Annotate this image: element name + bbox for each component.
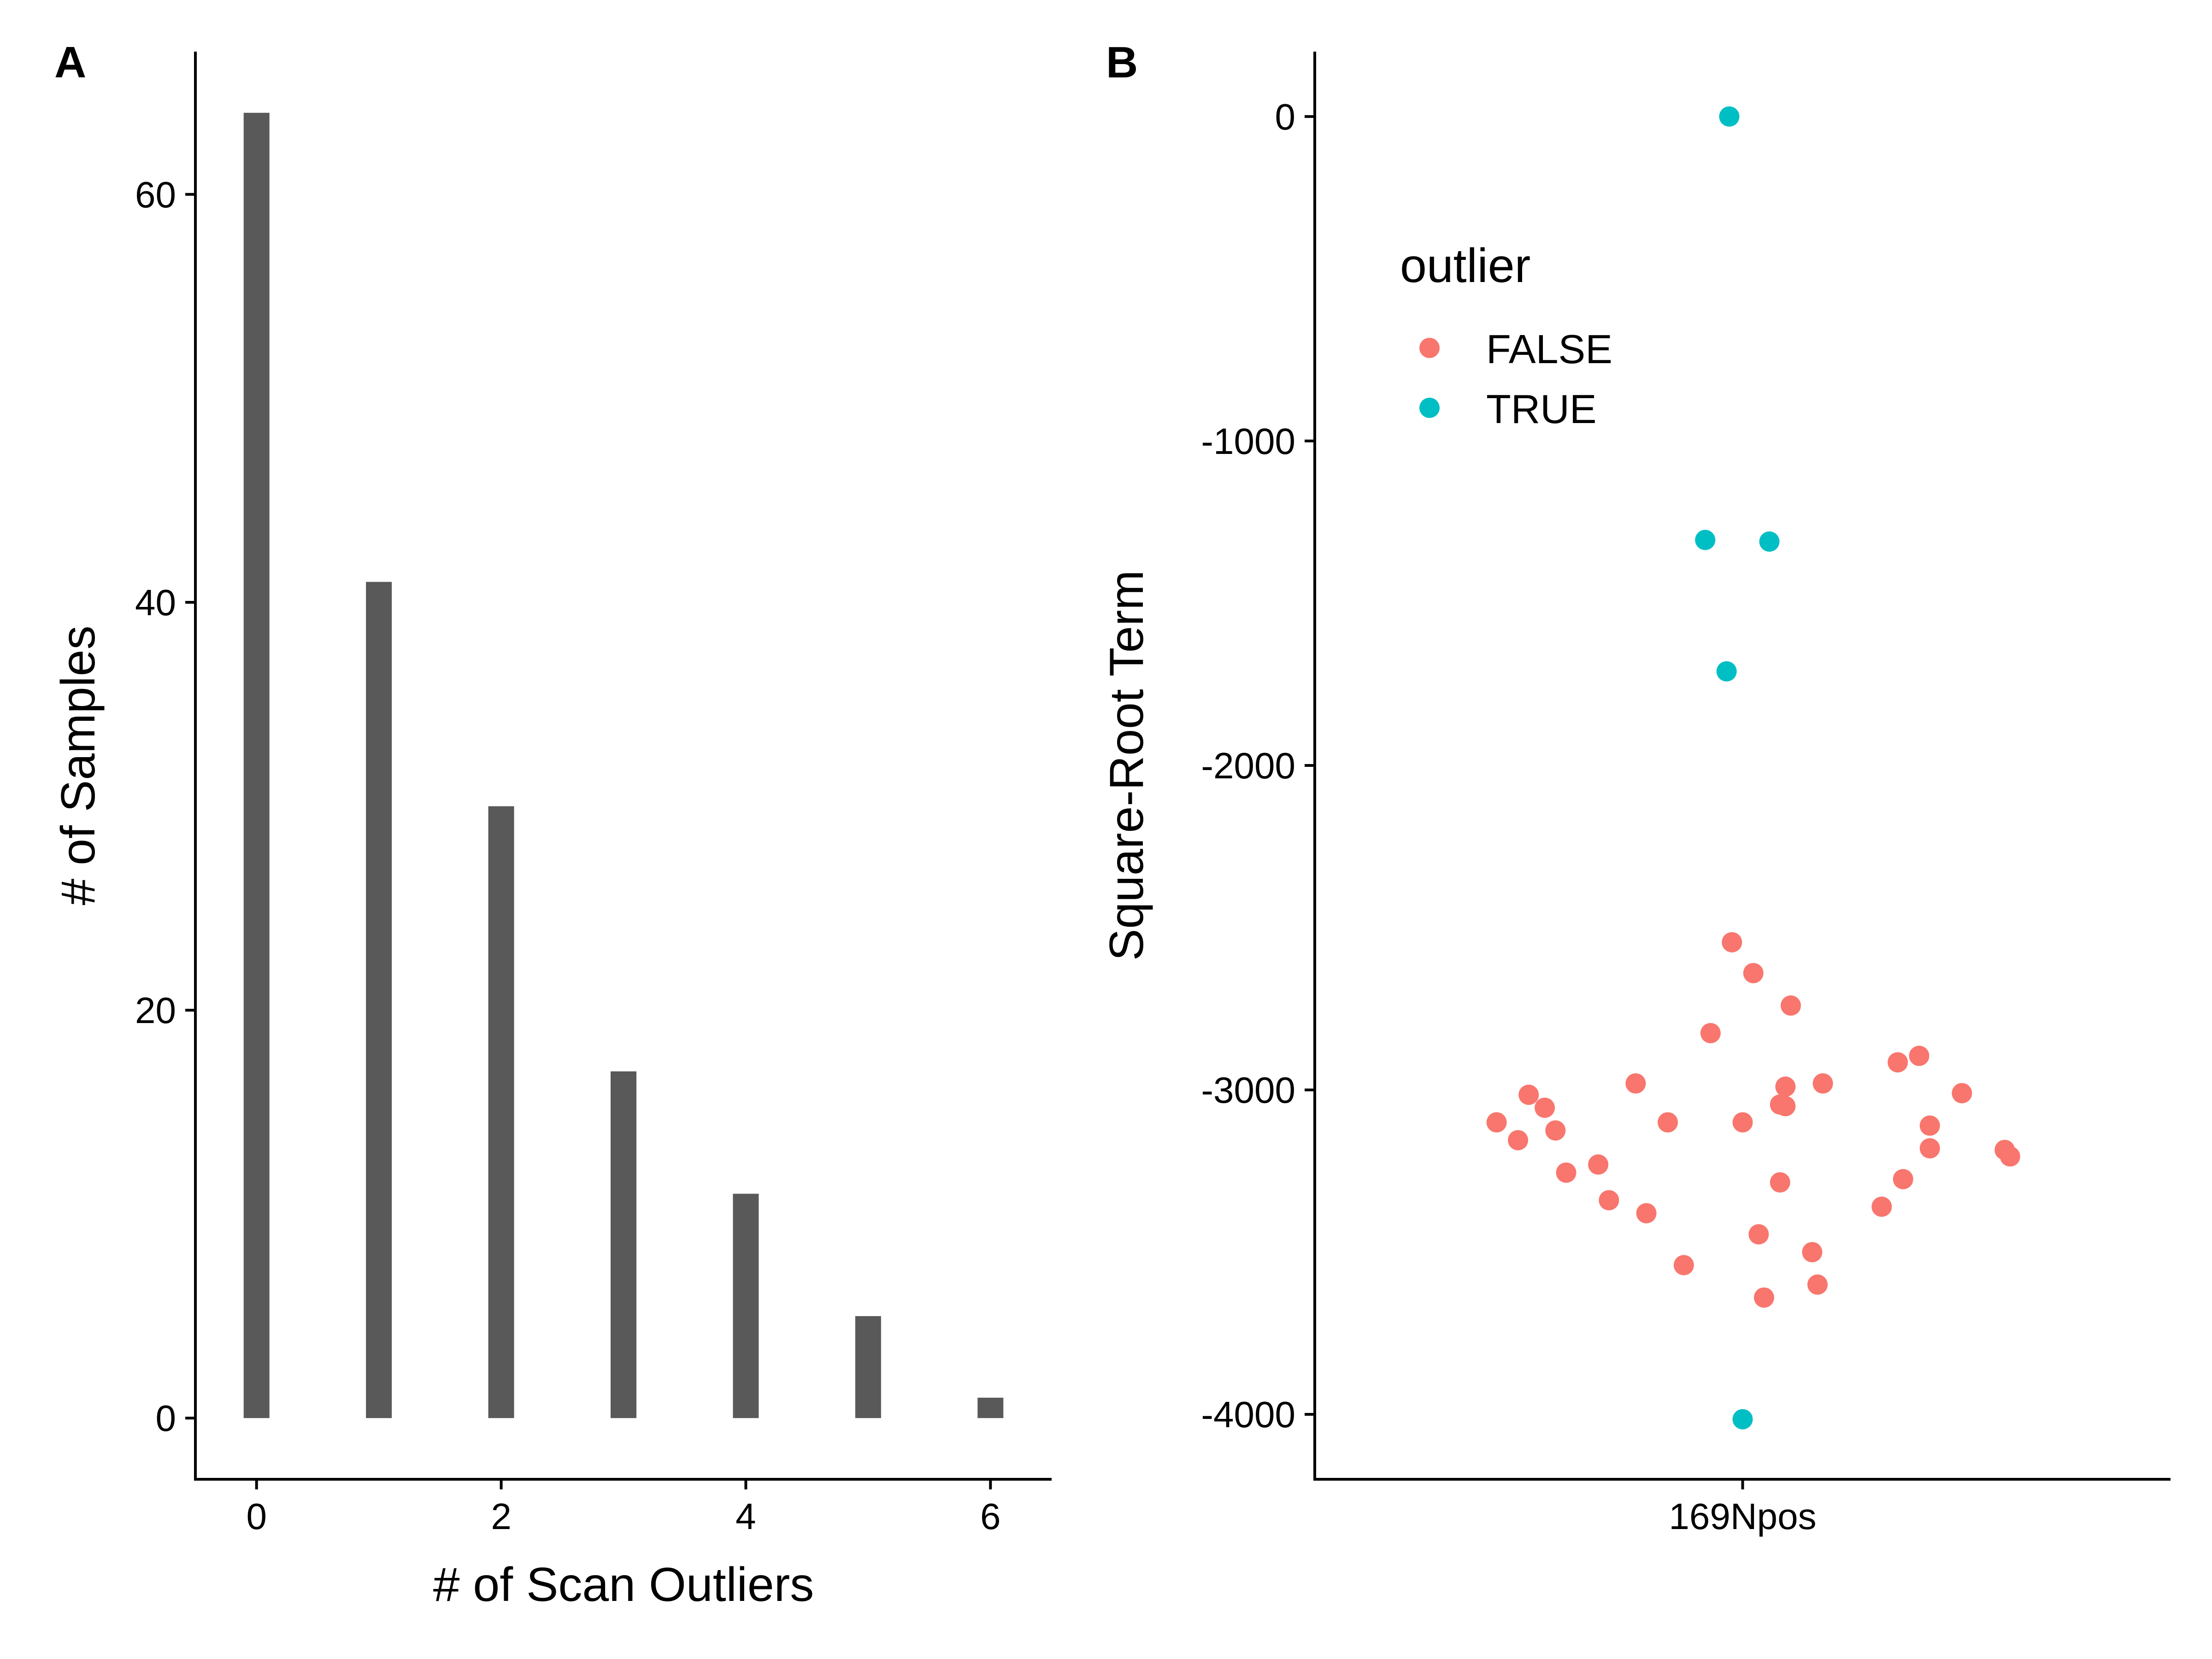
y-tick-label: -1000 — [1201, 421, 1295, 462]
y-tick-label: -3000 — [1201, 1070, 1295, 1111]
x-tick-label: 6 — [980, 1496, 1001, 1537]
y-tick-label: -2000 — [1201, 745, 1295, 786]
point-false — [1556, 1162, 1577, 1183]
point-false — [1780, 995, 1801, 1016]
legend-label-true: TRUE — [1486, 386, 1597, 432]
bar-6 — [977, 1397, 1004, 1418]
point-false — [1673, 1255, 1694, 1276]
panel-a-histogram: A 0 2 4 6 0 20 40 60 # of Scan Outliers # of S… — [52, 38, 1052, 1612]
point-true — [1716, 661, 1737, 682]
panel-a-x-ticks: 0 2 4 6 — [246, 1479, 1001, 1537]
legend: outlier FALSE TRUE — [1400, 239, 1612, 432]
point-false — [1888, 1052, 1908, 1073]
point-true — [1719, 106, 1740, 127]
panel-b-points — [1486, 106, 2020, 1430]
x-tick-label: 2 — [491, 1496, 512, 1537]
panel-a-x-axis-title: # of Scan Outliers — [433, 1558, 814, 1612]
panel-a-y-ticks: 0 20 40 60 — [135, 174, 195, 1439]
panel-b-label: B — [1106, 38, 1138, 87]
x-tick-label: 4 — [735, 1496, 756, 1537]
bar-2 — [488, 806, 514, 1418]
panel-b-y-axis-title: Square-Root Term — [1100, 570, 1153, 961]
bar-0 — [243, 112, 270, 1418]
point-false — [1775, 1096, 1796, 1117]
y-tick-label: 20 — [135, 990, 176, 1031]
point-false — [1919, 1138, 1940, 1159]
point-false — [1588, 1154, 1609, 1175]
point-false — [1743, 963, 1764, 983]
point-false — [1812, 1073, 1833, 1094]
legend-title: outlier — [1400, 239, 1530, 293]
point-false — [1599, 1190, 1619, 1211]
panel-b-y-ticks: 0 -1000 -2000 -3000 -4000 — [1201, 96, 1315, 1435]
point-false — [1486, 1112, 1507, 1133]
panel-a-bars — [243, 112, 1004, 1418]
panel-b-scatter: B 169Npos 0 -1000 -2000 -3000 -4000 Square-R… — [1100, 38, 2171, 1537]
point-false — [1722, 932, 1742, 953]
x-tick-label: 169Npos — [1669, 1496, 1816, 1537]
point-false — [1535, 1097, 1555, 1118]
point-false — [1871, 1196, 1892, 1217]
y-tick-label: -4000 — [1201, 1394, 1295, 1435]
panel-b-axes — [1313, 52, 2171, 1481]
point-false — [1518, 1084, 1539, 1105]
y-tick-label: 0 — [156, 1398, 176, 1439]
point-false — [1802, 1242, 1823, 1263]
point-false — [1732, 1112, 1753, 1133]
point-false — [1807, 1274, 1828, 1295]
point-false — [1753, 1287, 1774, 1308]
bar-4 — [733, 1194, 759, 1418]
point-false — [1893, 1169, 1913, 1189]
point-false — [1636, 1203, 1657, 1224]
bar-3 — [611, 1071, 636, 1418]
bar-1 — [366, 582, 392, 1418]
panel-a-y-axis-title: # of Samples — [52, 626, 105, 906]
legend-label-false: FALSE — [1486, 326, 1612, 372]
y-tick-label: 60 — [135, 174, 176, 215]
point-true — [1732, 1409, 1753, 1430]
point-true — [1759, 531, 1780, 552]
panel-a-label: A — [54, 38, 86, 87]
point-false — [1919, 1115, 1940, 1136]
point-false — [2000, 1146, 2020, 1167]
legend-key-true — [1419, 398, 1440, 418]
point-false — [1625, 1073, 1646, 1094]
point-false — [1658, 1112, 1678, 1133]
point-false — [1545, 1120, 1566, 1141]
panel-b-x-ticks: 169Npos — [1669, 1479, 1817, 1537]
y-tick-label: 40 — [135, 582, 176, 623]
point-false — [1748, 1224, 1769, 1245]
point-false — [1770, 1172, 1790, 1193]
bar-5 — [855, 1316, 881, 1418]
point-false — [1508, 1130, 1529, 1151]
point-false — [1952, 1083, 1972, 1104]
point-false — [1909, 1046, 1930, 1066]
y-tick-label: 0 — [1275, 96, 1296, 137]
legend-key-false — [1419, 338, 1440, 358]
panel-a-axes — [194, 52, 1052, 1481]
point-true — [1695, 529, 1716, 550]
point-false — [1700, 1023, 1721, 1043]
x-tick-label: 0 — [246, 1496, 267, 1537]
point-false — [1775, 1077, 1796, 1097]
